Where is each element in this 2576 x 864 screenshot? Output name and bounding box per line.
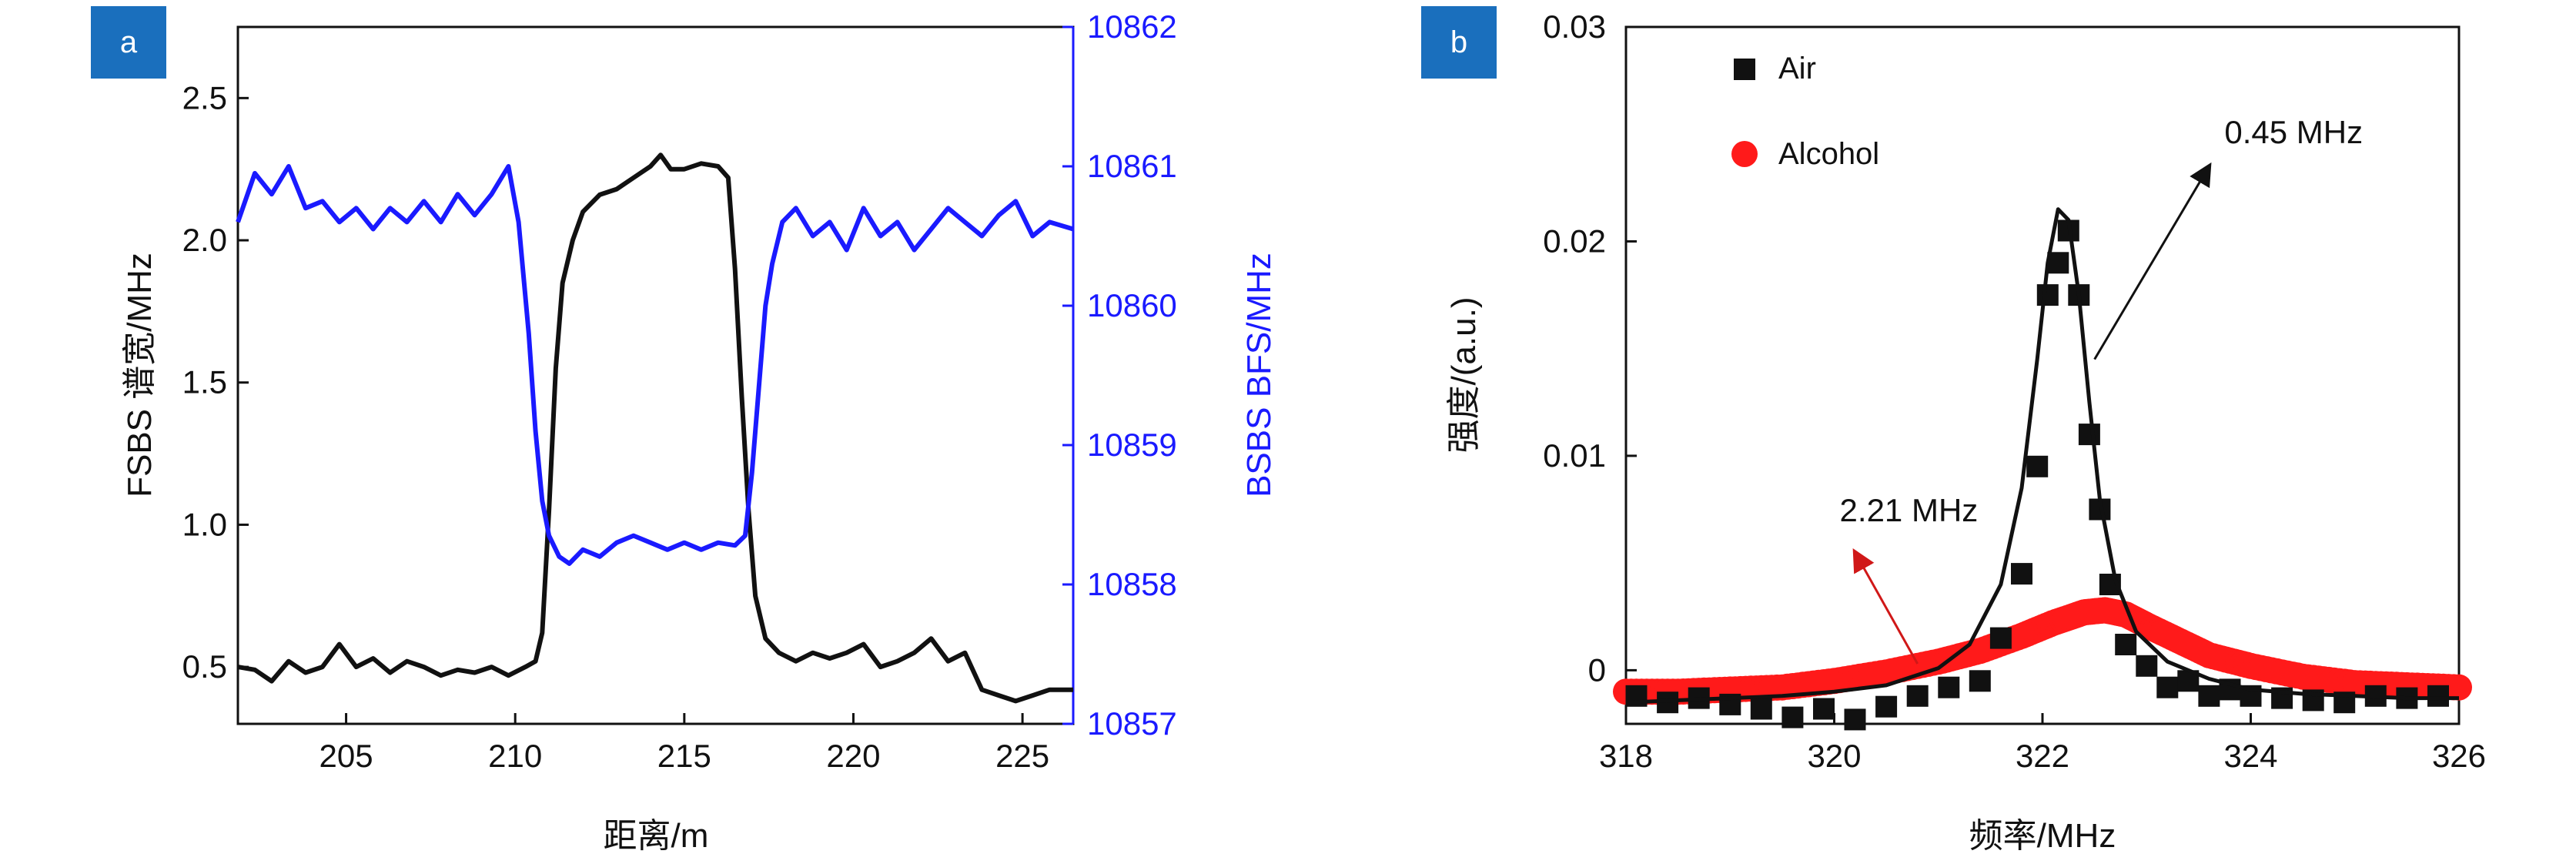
panel-a: a 205 210 215 220 225 0.51.01.52.02.5 108571…	[91, 6, 1278, 855]
y-left-tick-label: 1.0	[182, 506, 227, 542]
panel-a-y-left-axis-title: FSBS 谱宽/MHz	[121, 253, 159, 497]
air-point	[2156, 676, 2179, 698]
air-point	[1844, 708, 1866, 731]
y-right-tick-label: 10858	[1087, 566, 1177, 602]
panel-a-y-right-ticks: 10857 10858 10859 10860 10861 10862	[1062, 8, 1177, 742]
x-tick-label: 322	[2016, 738, 2069, 774]
y-right-tick-label: 10857	[1087, 705, 1177, 742]
panel-b-data	[1613, 207, 2472, 731]
panel-a-data	[236, 152, 1074, 704]
y-left-tick-label: 1.5	[182, 364, 227, 400]
y-left-tick-label: 2.0	[182, 222, 227, 258]
air-point	[2115, 634, 2137, 655]
legend-alcohol-label: Alcohol	[1778, 137, 1879, 171]
series-alcohol	[1613, 597, 2472, 705]
panel-b-badge	[1421, 6, 1497, 79]
air-point	[2427, 685, 2449, 707]
x-tick-label: 318	[1599, 738, 1653, 774]
panel-a-label: a	[120, 25, 138, 59]
series-air	[1625, 219, 2449, 731]
x-tick-label: 320	[1807, 738, 1861, 774]
air-point	[1906, 685, 1929, 707]
annotation-air-width: 0.45 MHz	[2224, 114, 2363, 150]
air-point	[2136, 655, 2158, 677]
panel-b-annotations: 0.45 MHz 2.21 MHz	[1840, 114, 2363, 665]
air-point	[2078, 424, 2100, 446]
air-point	[1781, 706, 1804, 728]
x-tick-label: 220	[826, 738, 880, 774]
air-point	[2011, 563, 2032, 585]
x-tick-label: 210	[488, 738, 542, 774]
y-right-tick-label: 10862	[1087, 8, 1177, 45]
air-point	[2198, 685, 2220, 707]
legend: Air Alcohol	[1731, 52, 1879, 171]
panel-a-x-axis-title: 距离/m	[604, 817, 709, 855]
y-tick-label: 0.03	[1543, 8, 1606, 45]
panel-b: b 318 320 322 324 326 0 0.01 0.02 0.03 频率/MHz 强…	[1421, 6, 2486, 855]
air-point	[2026, 455, 2049, 477]
legend-air-label: Air	[1778, 52, 1816, 85]
annotation-arrow-air	[2093, 162, 2212, 360]
panel-b-y-ticks: 0 0.01 0.02 0.03	[1543, 8, 1637, 688]
panel-a-y-right-axis-title: BSBS BFS/MHz	[1240, 253, 1278, 497]
fsbs-linewidth-line	[237, 152, 1073, 704]
panel-b-y-axis-title: 强度/(a.u.)	[1445, 297, 1483, 454]
y-left-tick-label: 2.5	[182, 79, 227, 116]
panel-a-plot-frame	[236, 25, 1075, 725]
panel-b-x-ticks: 318 320 322 324 326	[1599, 713, 2486, 774]
y-right-tick-label: 10861	[1087, 148, 1177, 184]
air-point	[1938, 676, 1960, 698]
panel-a-y-left-ticks: 0.5 1.0 1.5 2.0 2.5	[182, 79, 249, 685]
air-point	[1750, 698, 1772, 720]
air-point	[1989, 627, 2012, 649]
x-tick-label: 225	[995, 738, 1049, 774]
annotation-alcohol-width: 2.21 MHz	[1840, 492, 1979, 528]
x-tick-label: 205	[319, 738, 373, 774]
x-tick-label: 326	[2432, 738, 2486, 774]
panel-a-x-ticks: 205 210 215 220 225	[319, 713, 1049, 774]
air-point	[1969, 670, 1991, 692]
legend-air-marker	[1734, 59, 1755, 80]
panel-a-badge	[91, 6, 166, 79]
alcohol-point	[2446, 674, 2472, 701]
y-tick-label: 0	[1588, 651, 1606, 688]
y-right-tick-label: 10860	[1087, 287, 1177, 323]
y-tick-label: 0.02	[1543, 223, 1606, 259]
y-left-tick-label: 0.5	[182, 648, 227, 685]
air-point	[1813, 698, 1835, 720]
bsbs-bfs-line	[236, 164, 1074, 566]
x-tick-label: 324	[2223, 738, 2277, 774]
legend-alcohol-marker	[1731, 141, 1758, 167]
panel-b-label: b	[1450, 25, 1467, 59]
annotation-arrow-alcohol	[1852, 548, 1919, 665]
air-fit-line	[1625, 207, 2459, 705]
panel-b-x-axis-title: 频率/MHz	[1969, 817, 2116, 855]
x-tick-label: 215	[657, 738, 711, 774]
y-tick-label: 0.01	[1543, 437, 1606, 474]
y-right-tick-label: 10859	[1087, 427, 1177, 463]
air-point	[1875, 695, 1898, 718]
air-point	[2036, 284, 2059, 306]
